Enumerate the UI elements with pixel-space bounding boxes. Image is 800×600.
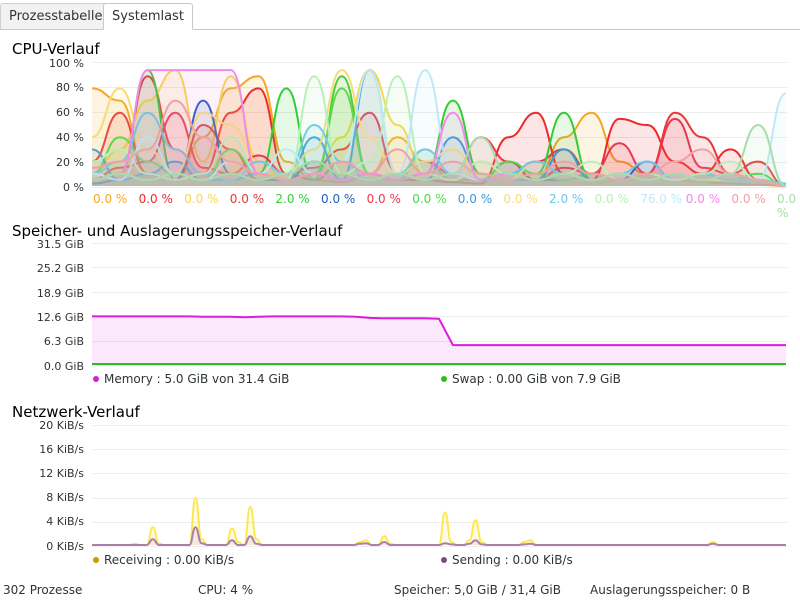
memory-legend-label: Memory : 5.0 GiB von 31.4 GiB	[104, 372, 290, 386]
cpu-core-line	[92, 75, 787, 187]
memory-ytick: 12.6 GiB	[36, 311, 84, 324]
cpu-core-area	[92, 76, 786, 186]
receiving-legend: Receiving : 0.00 KiB/s	[93, 553, 234, 567]
memory-legend-dot	[93, 376, 99, 382]
cpu-ytick: 20 %	[56, 156, 84, 169]
cpu-core-value: 0.0 %	[366, 192, 401, 206]
cpu-core-line	[92, 99, 787, 187]
network-ytick: 8 KiB/s	[46, 491, 84, 504]
memory-history-chart	[92, 243, 787, 366]
memory-area	[92, 316, 786, 364]
sending-legend: Sending : 0.00 KiB/s	[441, 553, 573, 567]
cpu-core-area	[92, 125, 786, 186]
cpu-core-value: 2.0 %	[549, 192, 584, 206]
cpu-core-value: 0.0 %	[777, 192, 797, 220]
network-ytick: 16 KiB/s	[39, 443, 84, 456]
sending-legend-dot	[441, 557, 447, 563]
memory-ytick: 6.3 GiB	[43, 335, 84, 348]
cpu-core-value: 76.0 %	[640, 192, 683, 206]
network-ytick: 12 KiB/s	[39, 467, 84, 480]
cpu-ytick: 60 %	[56, 106, 84, 119]
cpu-core-value: 0.0 %	[93, 192, 128, 206]
status-cpu: CPU: 4 %	[198, 583, 254, 597]
cpu-core-value: 2.0 %	[275, 192, 310, 206]
status-process-count: 302 Prozesse	[3, 583, 83, 597]
receiving-legend-dot	[93, 557, 99, 563]
cpu-core-value: 0.0 %	[594, 192, 629, 206]
cpu-core-value: 0.0 %	[412, 192, 447, 206]
swap-legend: Swap : 0.00 GiB von 7.9 GiB	[441, 372, 621, 386]
memory-ytick: 0.0 GiB	[43, 360, 84, 373]
cpu-core-area	[92, 112, 786, 186]
tab-bar: Prozesstabelle Systemlast	[0, 0, 800, 30]
memory-ytick: 18.9 GiB	[36, 287, 84, 300]
receiving-legend-label: Receiving : 0.00 KiB/s	[104, 553, 235, 567]
cpu-core-value: 0.0 %	[731, 192, 766, 206]
swap-legend-label: Swap : 0.00 GiB von 7.9 GiB	[452, 372, 621, 386]
cpu-ytick: 100 %	[49, 57, 84, 70]
cpu-core-area	[92, 112, 786, 186]
cpu-core-area	[92, 70, 786, 186]
sending-area	[92, 527, 786, 545]
sending-legend-label: Sending : 0.00 KiB/s	[452, 553, 573, 567]
memory-ytick: 31.5 GiB	[36, 238, 84, 251]
tab-systemlast[interactable]: Systemlast	[103, 3, 193, 30]
memory-section-title: Speicher- und Auslagerungsspeicher-Verla…	[12, 222, 343, 240]
cpu-history-chart	[92, 62, 787, 188]
status-memory: Speicher: 5,0 GiB / 31,4 GiB	[394, 583, 561, 597]
cpu-core-value: 0.0 %	[184, 192, 219, 206]
cpu-core-value: 0.0 %	[138, 192, 173, 206]
sending-line	[92, 526, 786, 546]
cpu-ytick: 0 %	[63, 181, 84, 194]
cpu-core-value: 0.0 %	[457, 192, 493, 206]
memory-legend: Memory : 5.0 GiB von 31.4 GiB	[93, 372, 289, 386]
cpu-section-title: CPU-Verlauf	[12, 40, 100, 58]
tab-bar-divider	[0, 29, 800, 30]
cpu-ytick: 80 %	[56, 81, 84, 94]
cpu-core-value: 0.0 %	[685, 192, 721, 206]
memory-line	[92, 315, 786, 347]
cpu-core-value: 0.0 %	[503, 192, 538, 206]
cpu-core-value: 0.0 %	[321, 192, 356, 206]
network-ytick: 20 KiB/s	[39, 419, 84, 432]
cpu-ytick: 40 %	[56, 131, 84, 144]
cpu-core-area	[92, 70, 786, 186]
status-swap: Auslagerungsspeicher: 0 B	[590, 583, 751, 597]
cpu-core-line	[92, 123, 787, 187]
tab-prozesstabelle[interactable]: Prozesstabelle	[0, 3, 112, 29]
network-ytick: 4 KiB/s	[46, 515, 84, 528]
swap-legend-dot	[441, 376, 447, 382]
network-section-title: Netzwerk-Verlauf	[12, 403, 140, 421]
network-history-chart	[92, 425, 787, 547]
cpu-core-value: 0.0 %	[229, 192, 265, 206]
network-ytick: 0 KiB/s	[46, 540, 84, 553]
memory-ytick: 25.2 GiB	[36, 262, 84, 275]
